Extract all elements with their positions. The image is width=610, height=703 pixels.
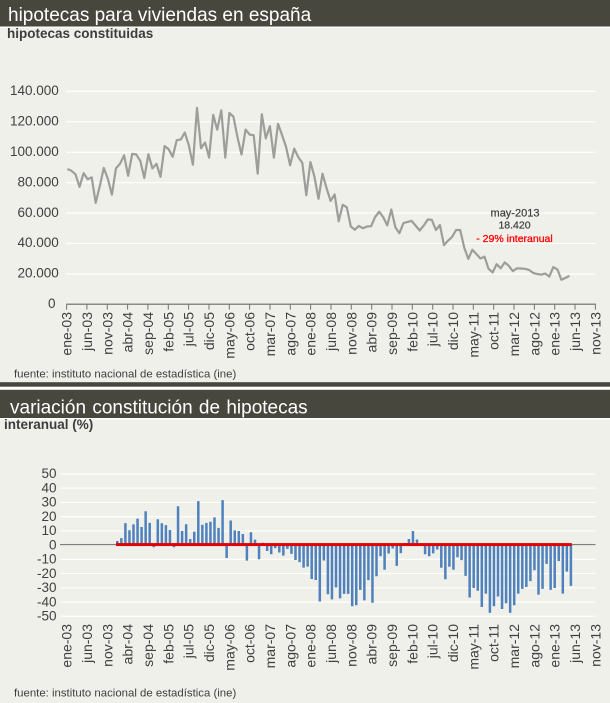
- svg-text:may-06: may-06: [221, 624, 237, 671]
- svg-text:mar-12: mar-12: [506, 624, 522, 669]
- svg-text:-50: -50: [37, 609, 57, 624]
- svg-text:20.000: 20.000: [18, 266, 59, 281]
- svg-text:interanual (%): interanual (%): [4, 417, 93, 432]
- svg-text:fuente: instituto nacional de: fuente: instituto nacional de estadístic…: [14, 688, 236, 700]
- svg-text:- 29% interanual: - 29% interanual: [476, 233, 552, 245]
- svg-text:nov-13: nov-13: [587, 624, 603, 667]
- svg-text:abr-09: abr-09: [364, 312, 380, 353]
- svg-text:mar-12: mar-12: [506, 312, 522, 357]
- svg-text:may-11: may-11: [465, 624, 481, 670]
- svg-text:40.000: 40.000: [18, 235, 59, 250]
- svg-text:may-2013: may-2013: [491, 208, 540, 220]
- svg-text:jul-05: jul-05: [181, 312, 197, 347]
- svg-text:may-06: may-06: [221, 312, 237, 359]
- svg-text:jul-10: jul-10: [425, 624, 441, 659]
- svg-text:ago-07: ago-07: [282, 312, 298, 356]
- svg-text:hipotecas constituidas: hipotecas constituidas: [7, 26, 153, 41]
- svg-text:mar-07: mar-07: [262, 312, 278, 357]
- svg-text:sep-09: sep-09: [384, 312, 400, 355]
- svg-text:jun-08: jun-08: [323, 312, 339, 352]
- svg-text:18.420: 18.420: [498, 219, 530, 231]
- svg-text:nov-03: nov-03: [99, 312, 115, 355]
- svg-text:100.000: 100.000: [10, 144, 59, 159]
- svg-text:10: 10: [41, 523, 56, 538]
- svg-text:-20: -20: [37, 566, 57, 581]
- svg-text:jul-05: jul-05: [181, 624, 197, 659]
- svg-text:ene-03: ene-03: [59, 312, 75, 356]
- svg-text:dic-05: dic-05: [201, 312, 217, 350]
- svg-text:0: 0: [49, 537, 57, 552]
- svg-text:-10: -10: [37, 552, 57, 567]
- svg-text:jun-08: jun-08: [323, 624, 339, 664]
- svg-text:feb-05: feb-05: [160, 624, 176, 664]
- svg-text:-40: -40: [37, 594, 57, 609]
- svg-text:0: 0: [48, 296, 56, 311]
- svg-text:jul-10: jul-10: [425, 312, 441, 347]
- svg-text:jun-03: jun-03: [79, 624, 95, 664]
- svg-text:50: 50: [41, 466, 56, 481]
- svg-text:jun-03: jun-03: [79, 312, 95, 352]
- svg-text:nov-03: nov-03: [99, 624, 115, 667]
- svg-text:30: 30: [41, 495, 56, 510]
- svg-text:nov-08: nov-08: [343, 312, 359, 355]
- svg-text:60.000: 60.000: [18, 205, 59, 220]
- svg-text:feb-05: feb-05: [160, 312, 176, 352]
- svg-text:hipotecas para viviendas en es: hipotecas para viviendas en españa: [8, 5, 312, 26]
- svg-text:oct-06: oct-06: [242, 624, 258, 663]
- svg-text:ago-12: ago-12: [526, 624, 542, 668]
- svg-text:-30: -30: [37, 580, 57, 595]
- svg-text:may-11: may-11: [465, 312, 481, 358]
- svg-text:ene-08: ene-08: [303, 624, 319, 668]
- svg-text:120.000: 120.000: [10, 114, 59, 129]
- svg-text:jun-13: jun-13: [567, 624, 583, 664]
- svg-text:jun-13: jun-13: [567, 312, 583, 352]
- svg-text:oct-06: oct-06: [242, 312, 258, 351]
- svg-text:sep-09: sep-09: [384, 624, 400, 667]
- svg-text:sep-04: sep-04: [140, 312, 156, 355]
- svg-text:sep-04: sep-04: [140, 624, 156, 667]
- svg-text:dic-10: dic-10: [445, 312, 461, 350]
- svg-text:20: 20: [41, 509, 56, 524]
- svg-text:abr-04: abr-04: [120, 312, 136, 353]
- svg-text:40: 40: [41, 480, 56, 495]
- svg-text:feb-10: feb-10: [404, 624, 420, 664]
- svg-text:ene-13: ene-13: [547, 312, 563, 356]
- svg-text:fuente: instituto nacional de: fuente: instituto nacional de estadístic…: [14, 369, 236, 381]
- svg-text:nov-13: nov-13: [587, 312, 603, 355]
- svg-text:ago-07: ago-07: [282, 624, 298, 668]
- svg-text:nov-08: nov-08: [343, 624, 359, 667]
- svg-text:feb-10: feb-10: [404, 312, 420, 352]
- svg-text:dic-10: dic-10: [445, 624, 461, 662]
- svg-text:variación constitución de hipo: variación constitución de hipotecas: [10, 397, 308, 418]
- svg-text:abr-09: abr-09: [364, 624, 380, 665]
- svg-text:80.000: 80.000: [18, 174, 59, 189]
- svg-text:ene-13: ene-13: [547, 624, 563, 668]
- svg-text:ago-12: ago-12: [526, 312, 542, 356]
- svg-text:oct-11: oct-11: [486, 624, 502, 662]
- svg-text:140.000: 140.000: [10, 83, 59, 98]
- svg-text:oct-11: oct-11: [486, 312, 502, 350]
- svg-text:ene-03: ene-03: [59, 624, 75, 668]
- svg-text:dic-05: dic-05: [201, 624, 217, 662]
- svg-text:mar-07: mar-07: [262, 624, 278, 669]
- svg-text:abr-04: abr-04: [120, 624, 136, 665]
- svg-text:ene-08: ene-08: [303, 312, 319, 356]
